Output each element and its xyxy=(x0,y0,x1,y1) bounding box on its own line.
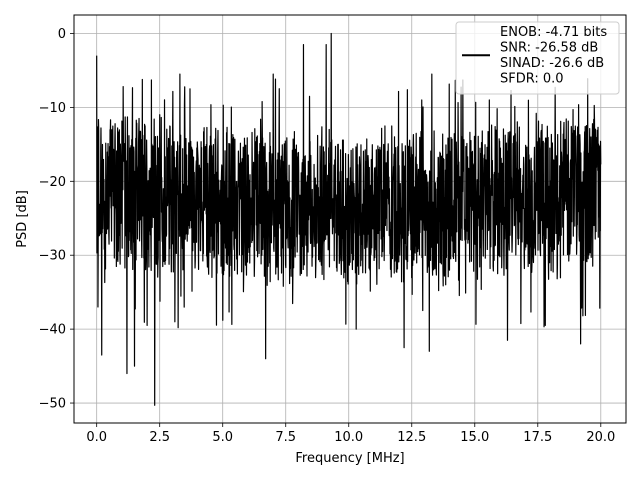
x-tick-label: 17.5 xyxy=(523,430,552,445)
x-tick-label: 10.0 xyxy=(334,430,363,445)
x-tick-label: 2.5 xyxy=(149,430,170,445)
x-tick-label: 0.0 xyxy=(86,430,107,445)
x-axis-label: Frequency [MHz] xyxy=(295,451,404,466)
x-tick-label: 5.0 xyxy=(212,430,233,445)
y-tick-label: −50 xyxy=(39,397,66,412)
legend-label-snr: SNR: -26.58 dB xyxy=(500,41,598,56)
legend-label-sfdr: SFDR: 0.0 xyxy=(500,72,564,87)
y-tick-label: 0 xyxy=(58,27,66,42)
y-tick-label: −10 xyxy=(39,101,66,116)
legend-label-enob: ENOB: -4.71 bits xyxy=(500,25,607,40)
plot-area xyxy=(96,32,602,406)
axes-frame xyxy=(73,14,627,424)
y-tick-label: −20 xyxy=(39,175,66,190)
y-tick-label: −30 xyxy=(39,249,66,264)
x-tick-label: 7.5 xyxy=(275,430,296,445)
ticks: 0.0 2.5 5.0 7.5 10.0 12.5 15.0 17.5 20.0 0 −10 −20 −… xyxy=(39,27,616,445)
y-tick-label: −40 xyxy=(39,323,66,338)
legend-label-sinad: SINAD: -26.6 dB xyxy=(500,56,604,71)
x-tick-label: 15.0 xyxy=(460,430,489,445)
x-tick-label: 12.5 xyxy=(397,430,426,445)
y-axis-label: PSD [dB] xyxy=(15,190,30,248)
psd-line xyxy=(96,32,602,406)
x-tick-label: 20.0 xyxy=(586,430,615,445)
legend: ENOB: -4.71 bits SNR: -26.58 dB SINAD: -… xyxy=(455,21,620,95)
legend-box xyxy=(455,21,620,95)
